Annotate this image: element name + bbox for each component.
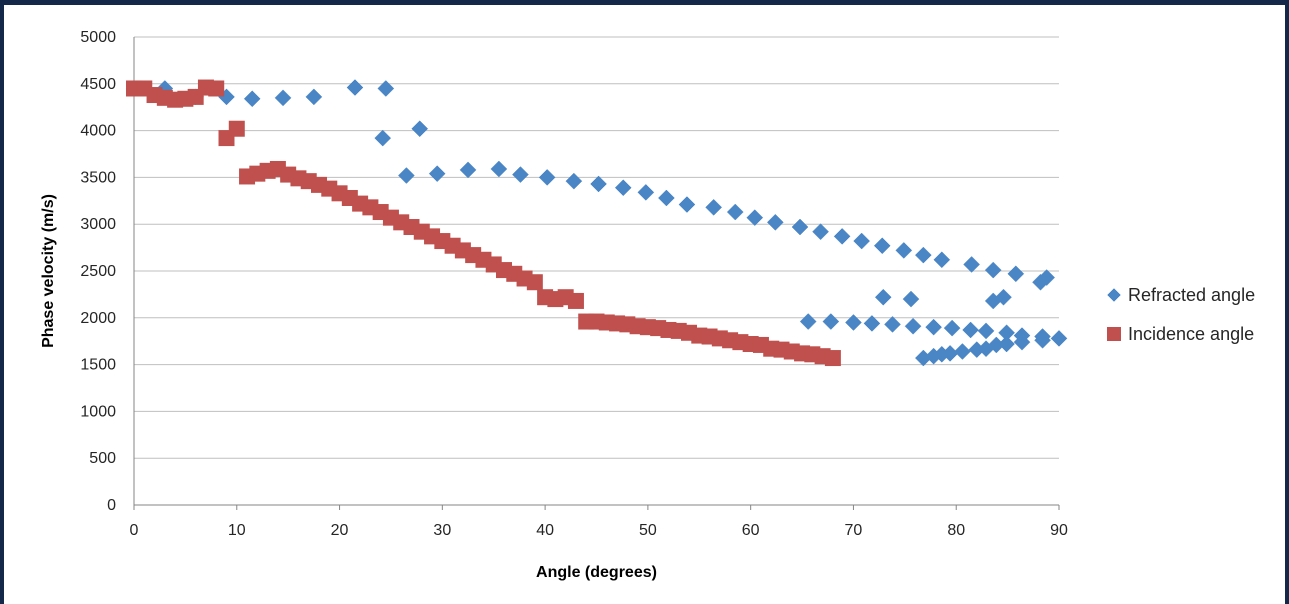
refracted-angle-point xyxy=(791,218,809,236)
refracted-angle-point xyxy=(678,196,696,213)
incidence-angle-point xyxy=(526,274,543,291)
refracted-angle-point xyxy=(962,321,979,339)
y-tick-label: 1500 xyxy=(80,357,116,374)
refracted-angle-point xyxy=(538,169,556,186)
refracted-angle-point xyxy=(998,335,1015,353)
y-tick-label: 5000 xyxy=(80,29,116,46)
refracted-angle-point xyxy=(377,80,395,97)
refracted-angle-point xyxy=(914,246,932,264)
refracted-angle-point xyxy=(243,90,261,108)
legend-marker-refracted xyxy=(1107,288,1121,302)
legend-label: Refracted angle xyxy=(1128,285,1255,305)
refracted-angle-point xyxy=(933,251,951,269)
incidence-angle-point xyxy=(228,120,245,137)
y-tick-labels: 0 500 1000 1500 2000 2500 3000 3500 4000 4500 5000 xyxy=(80,29,116,514)
x-tick-label: 90 xyxy=(1050,522,1068,539)
refracted-angle-point xyxy=(398,167,415,184)
refracted-angle-point xyxy=(925,318,942,336)
refracted-angle-point xyxy=(428,165,446,183)
refracted-angle-point xyxy=(705,198,723,216)
refracted-angle-point xyxy=(726,203,744,221)
x-tick-label: 30 xyxy=(433,522,451,539)
refracted-angle-point xyxy=(925,347,942,365)
refracted-angle-point xyxy=(1034,331,1051,349)
refracted-angle-point xyxy=(305,88,323,106)
refracted-angle-point xyxy=(884,315,901,333)
refracted-angle-point xyxy=(845,314,862,331)
axes xyxy=(133,37,1060,510)
refracted-angle-point xyxy=(874,288,892,306)
refracted-angle-point xyxy=(902,290,920,308)
refracted-angle-point xyxy=(274,89,292,107)
refracted-angle-point xyxy=(1013,333,1031,351)
x-tick-label: 10 xyxy=(228,522,246,539)
y-tick-label: 4500 xyxy=(80,76,116,93)
data-points xyxy=(125,79,1068,367)
y-tick-label: 500 xyxy=(89,450,116,467)
refracted-angle-point xyxy=(812,223,829,241)
refracted-angle-point xyxy=(943,319,961,337)
refracted-angle-point xyxy=(963,256,980,273)
refracted-angle-point xyxy=(565,172,583,190)
y-tick-label: 3500 xyxy=(80,169,116,186)
refracted-angle-point xyxy=(746,209,764,227)
refracted-angle-point xyxy=(799,313,817,330)
y-tick-label: 4000 xyxy=(80,123,116,140)
legend: Refracted angle Incidence angle xyxy=(1107,285,1255,344)
refracted-angle-point xyxy=(346,79,364,96)
series-1 xyxy=(126,79,841,367)
y-tick-label: 2500 xyxy=(80,263,116,280)
refracted-angle-point xyxy=(512,166,529,183)
refracted-angle-point xyxy=(590,175,607,193)
refracted-angle-point xyxy=(1038,269,1056,286)
x-tick-label: 60 xyxy=(742,522,760,539)
y-tick-label: 3000 xyxy=(80,216,116,233)
x-tick-label: 40 xyxy=(536,522,554,539)
x-tick-labels: 0 10 20 30 40 50 60 70 80 90 xyxy=(130,522,1068,539)
refracted-angle-point xyxy=(853,232,871,250)
refracted-angle-point xyxy=(822,313,840,330)
refracted-angle-point xyxy=(1050,330,1068,347)
refracted-angle-point xyxy=(873,237,891,255)
x-tick-label: 50 xyxy=(639,522,657,539)
refracted-angle-point xyxy=(658,189,675,207)
refracted-angle-point xyxy=(637,184,655,201)
refracted-angle-point xyxy=(895,242,913,259)
legend-marker-incidence xyxy=(1107,327,1121,341)
refracted-angle-point xyxy=(904,317,922,335)
refracted-angle-point xyxy=(833,228,851,245)
refracted-angle-point xyxy=(459,161,477,179)
gridlines xyxy=(134,36,1059,459)
refracted-angle-point xyxy=(995,288,1012,306)
refracted-angle-point xyxy=(1007,265,1025,283)
refracted-angle-point xyxy=(977,322,995,340)
refracted-angle-point xyxy=(954,343,971,360)
x-axis-title: Angle (degrees) xyxy=(536,564,657,581)
y-tick-label: 1000 xyxy=(80,403,116,420)
x-tick-label: 0 xyxy=(130,522,139,539)
refracted-angle-point xyxy=(766,213,784,231)
incidence-angle-point xyxy=(824,350,841,367)
refracted-angle-point xyxy=(374,129,392,147)
refracted-angle-point xyxy=(984,261,1002,279)
y-tick-label: 2000 xyxy=(80,310,116,327)
refracted-angle-point xyxy=(968,341,986,358)
x-tick-label: 70 xyxy=(845,522,863,539)
refracted-angle-point xyxy=(863,315,881,332)
refracted-angle-point xyxy=(614,179,632,197)
y-tick-label: 0 xyxy=(107,497,116,514)
x-tick-label: 80 xyxy=(947,522,965,539)
refracted-angle-point xyxy=(490,160,508,178)
incidence-angle-point xyxy=(208,80,225,97)
refracted-angle-point xyxy=(914,349,932,367)
incidence-angle-point xyxy=(567,292,584,309)
legend-label: Incidence angle xyxy=(1128,324,1254,344)
refracted-angle-point xyxy=(411,120,429,138)
x-tick-label: 20 xyxy=(331,522,349,539)
scatter-chart: 0500100015002000250030003500400045005000… xyxy=(40,29,1255,581)
y-axis-title: Phase velocity (m/s) xyxy=(40,194,57,348)
